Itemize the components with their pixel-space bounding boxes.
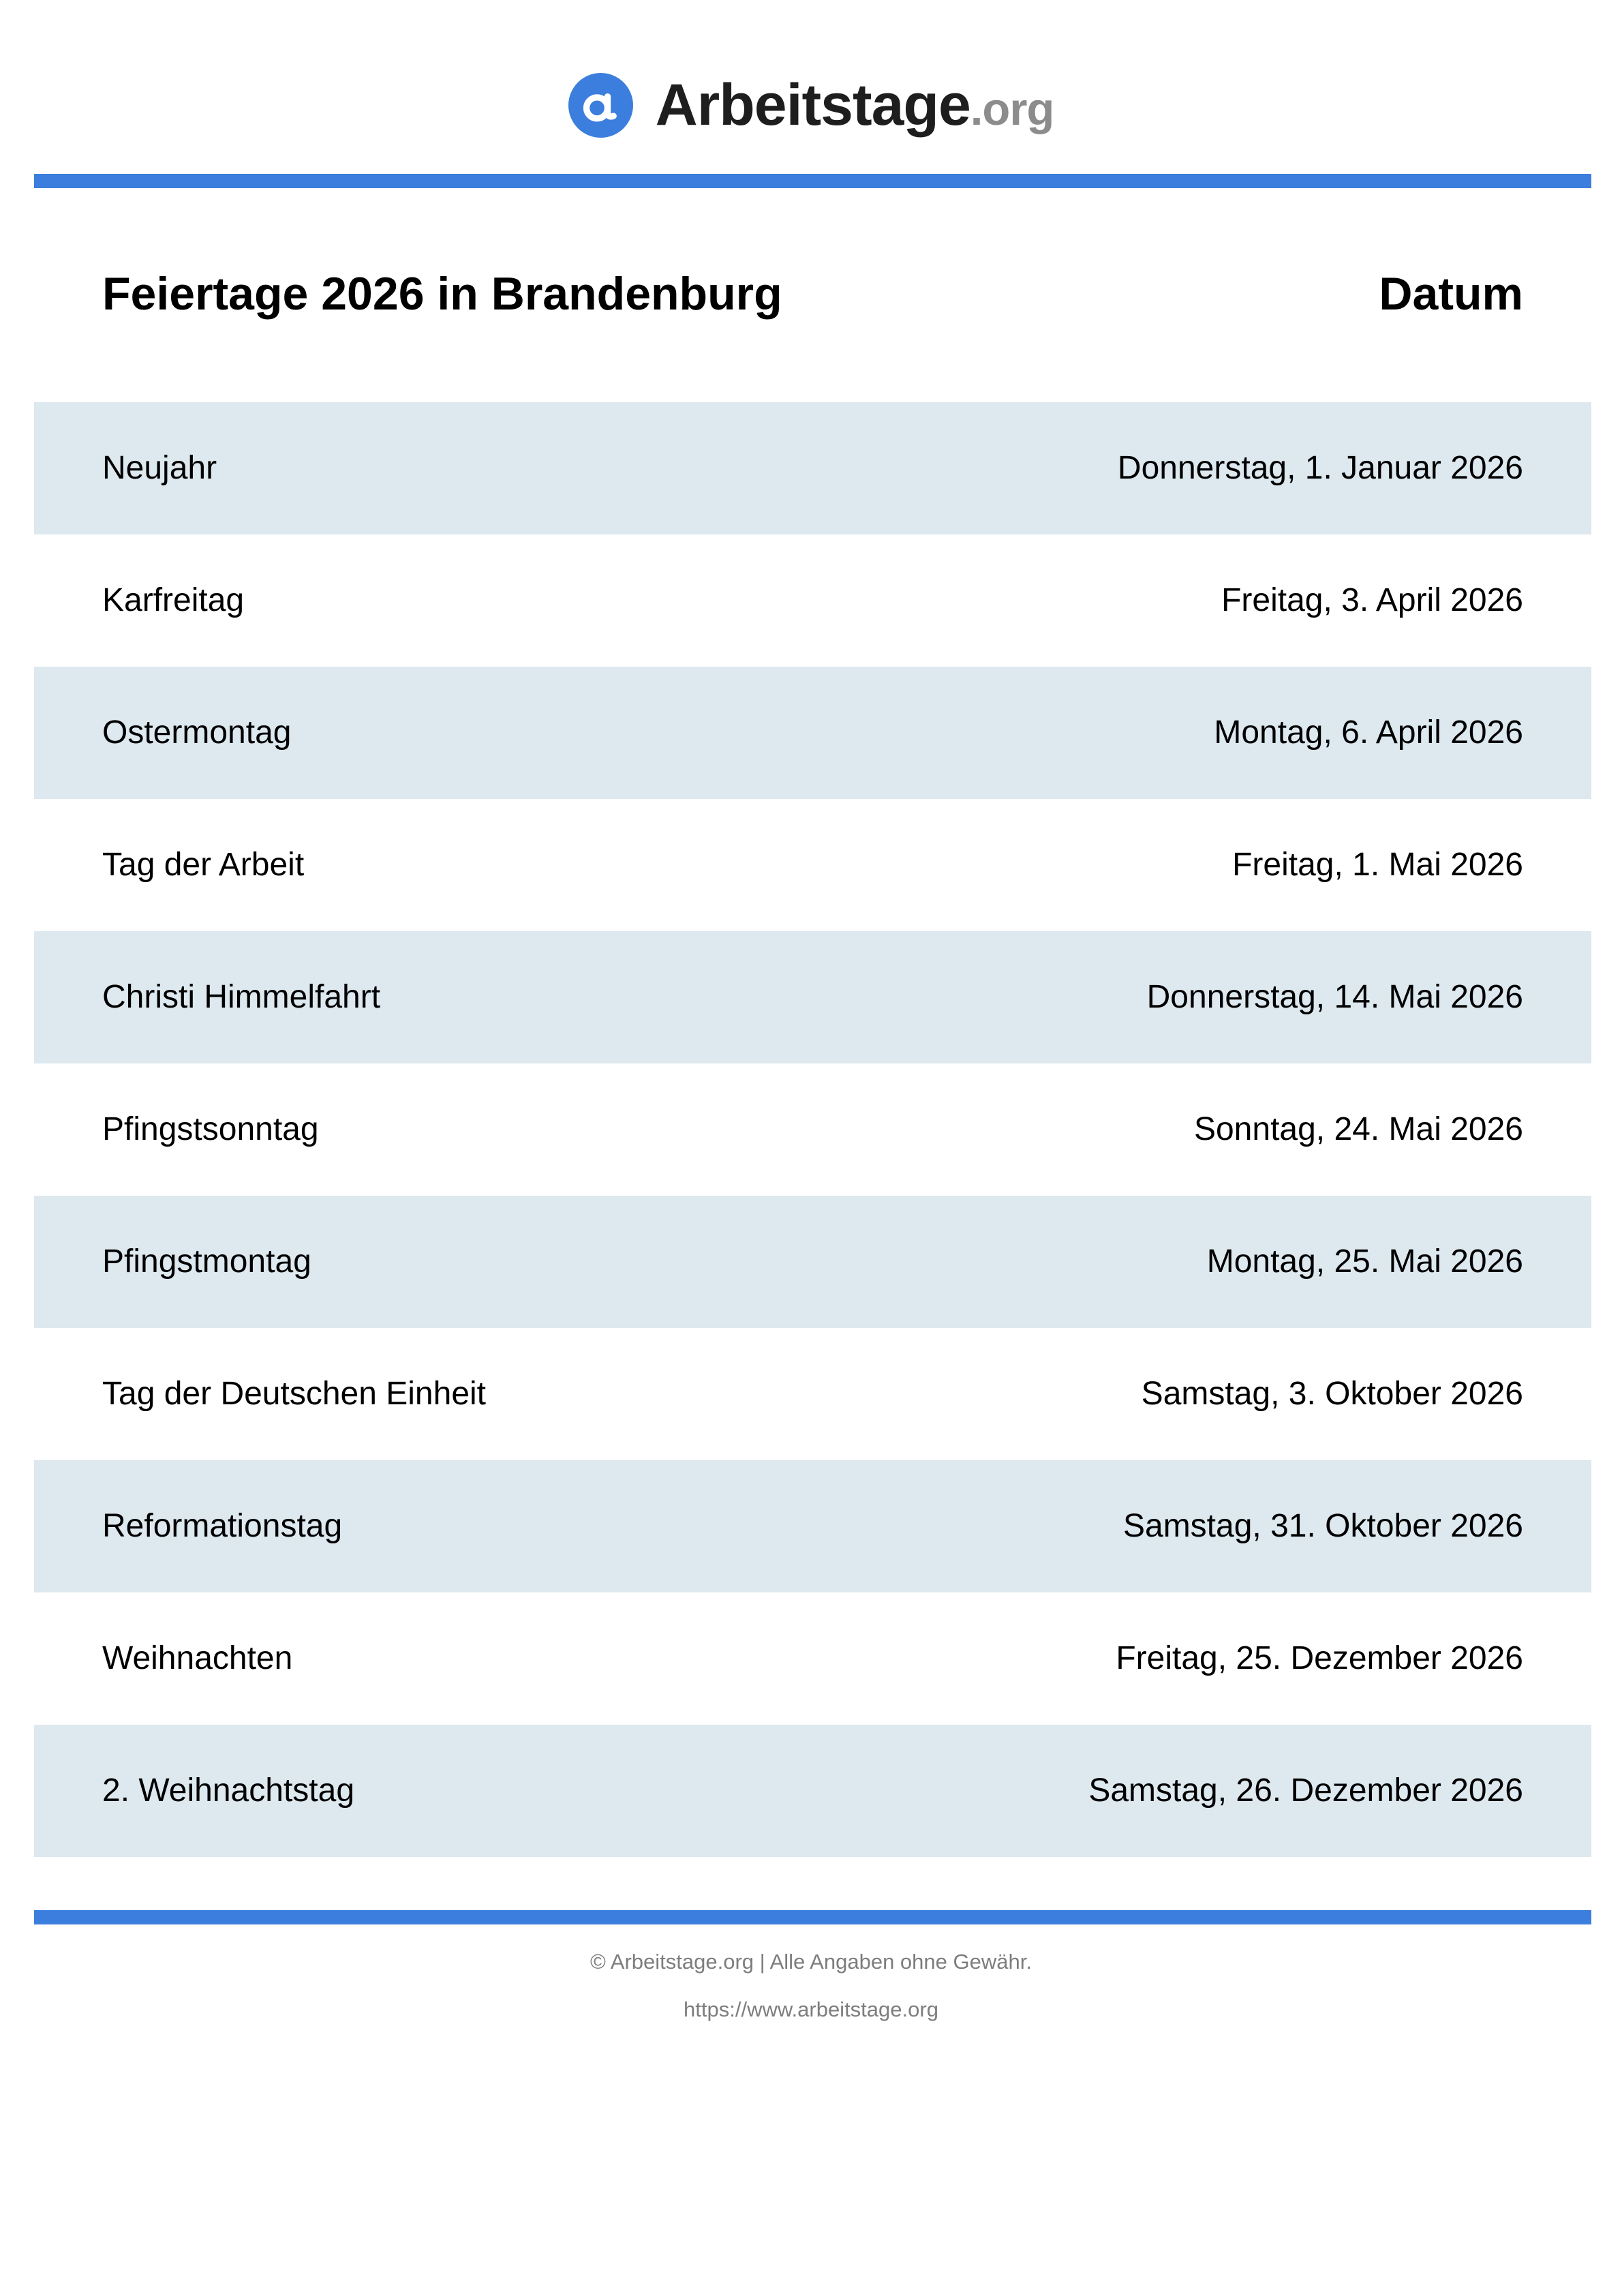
holiday-name: Pfingstsonntag [102,1111,319,1147]
holiday-name: 2. Weihnachtstag [102,1772,355,1809]
site-url: https://www.arbeitstage.org [684,1997,938,2021]
holiday-date: Montag, 6. April 2026 [1214,714,1523,751]
table-row: Ostermontag Montag, 6. April 2026 [34,667,1591,799]
holiday-date: Freitag, 1. Mai 2026 [1232,847,1523,883]
holiday-name: Tag der Arbeit [102,847,305,883]
page-title: Feiertage 2026 in Brandenburg [102,268,782,320]
holiday-name: Reformationstag [102,1508,343,1544]
copyright-text: © Arbeitstage.org | Alle Angaben ohne Ge… [590,1950,1032,1974]
logo-text: Arbeitstage [655,72,971,138]
logo-suffix: .org [970,83,1055,135]
table-row: Tag der Deutschen Einheit Samstag, 3. Okt… [34,1328,1591,1460]
table-header-row: Feiertage 2026 in Brandenburg Datum [34,267,1591,320]
bottom-divider-bar [34,1910,1591,1924]
holiday-date: Samstag, 3. Oktober 2026 [1141,1376,1523,1412]
holiday-name: Ostermontag [102,714,292,751]
table-row: Tag der Arbeit Freitag, 1. Mai 2026 [34,799,1591,931]
holiday-name: Pfingstmontag [102,1243,311,1280]
table-row: Pfingstmontag Montag, 25. Mai 2026 [34,1196,1591,1328]
logo-wordmark: Arbeitstage .org [655,72,1055,139]
holiday-date: Montag, 25. Mai 2026 [1206,1243,1523,1280]
holiday-date: Donnerstag, 1. Januar 2026 [1117,450,1523,486]
table-row: Reformationstag Samstag, 31. Oktober 2026 [34,1460,1591,1592]
holiday-name: Tag der Deutschen Einheit [102,1376,487,1412]
holiday-name: Neujahr [102,450,217,486]
holiday-date: Donnerstag, 14. Mai 2026 [1146,979,1523,1015]
holiday-date: Freitag, 3. April 2026 [1221,582,1523,618]
holiday-date: Samstag, 26. Dezember 2026 [1088,1772,1523,1809]
holiday-date: Samstag, 31. Oktober 2026 [1122,1508,1523,1544]
holiday-date: Sonntag, 24. Mai 2026 [1193,1111,1523,1147]
table-row: Christi Himmelfahrt Donnerstag, 14. Mai 2… [34,931,1591,1063]
site-logo: Arbeitstage .org [0,70,1622,140]
table-row: Neujahr Donnerstag, 1. Januar 2026 [34,402,1591,534]
holiday-name: Christi Himmelfahrt [102,979,381,1015]
table-row: 2. Weihnachtstag Samstag, 26. Dezember 20… [34,1725,1591,1857]
holiday-table: Neujahr Donnerstag, 1. Januar 2026 Karfrei… [34,402,1591,1857]
date-column-header: Datum [1379,268,1523,320]
table-row: Karfreitag Freitag, 3. April 2026 [34,534,1591,667]
holiday-date: Freitag, 25. Dezember 2026 [1116,1640,1523,1676]
top-divider-bar [34,174,1591,188]
holiday-name: Weihnachten [102,1640,293,1676]
table-row: Weihnachten Freitag, 25. Dezember 2026 [34,1592,1591,1725]
table-row: Pfingstsonntag Sonntag, 24. Mai 2026 [34,1063,1591,1196]
holiday-name: Karfreitag [102,582,245,618]
arbeitstage-a-icon [568,72,633,138]
